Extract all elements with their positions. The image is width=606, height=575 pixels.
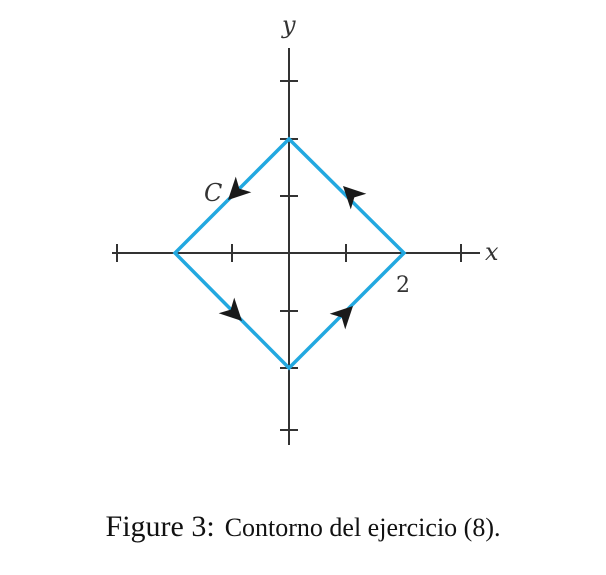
x-axis-ticks — [116, 244, 462, 262]
tick-label-2: 2 — [396, 273, 410, 298]
figure-caption-text: Contorno del ejercicio (8). — [224, 513, 501, 542]
x-axis-label: x — [485, 238, 499, 266]
arrowhead-down-left — [228, 176, 252, 200]
figure-caption: Figure 3: Contorno del ejercicio (8). — [0, 510, 606, 544]
contour-c — [172, 136, 407, 371]
arrowhead-up-left — [343, 186, 367, 210]
y-axis-ticks — [280, 80, 298, 431]
contour-diagram: y x 2 C — [112, 11, 499, 445]
figure-number: Figure 3: — [105, 510, 215, 543]
contour-label: C — [204, 179, 222, 207]
y-axis-label: y — [281, 11, 296, 39]
